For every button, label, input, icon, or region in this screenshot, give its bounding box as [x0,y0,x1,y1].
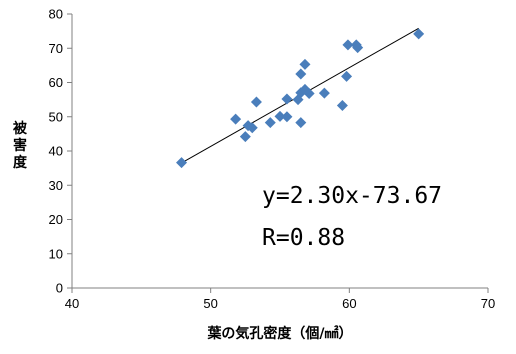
data-point [318,87,330,99]
y-axis-title-char: 被 [13,120,28,137]
y-axis-ticks: 0 10 20 30 40 50 60 70 80 [49,7,72,296]
data-point [239,131,251,143]
y-tick-label: 70 [49,41,63,56]
x-tick-label: 50 [203,296,217,311]
y-tick-label: 20 [49,212,63,227]
data-point [299,58,311,70]
data-point [176,157,188,169]
x-tick-label: 60 [342,296,356,311]
y-axis-title: 被害度 [13,120,28,171]
data-point [413,28,425,40]
data-point [246,122,258,134]
y-axis-title-char: 害 [13,137,27,154]
data-point [303,87,315,99]
y-tick-label: 0 [56,281,63,296]
data-point [341,70,353,82]
y-axis-title-char: 度 [13,154,28,171]
data-point [281,93,293,105]
data-point [230,113,242,125]
y-tick-label: 50 [49,109,63,124]
x-axis-title: 葉の気孔密度（個/㎟） [206,325,352,342]
x-tick-label: 70 [481,296,495,311]
y-tick-label: 80 [49,7,63,22]
data-point [281,111,293,123]
data-point [274,110,286,122]
data-point [295,68,307,80]
correlation-coefficient: R=0.88 [262,225,345,251]
data-point [295,117,307,129]
regression-equation: y=2.30x-73.67 [262,183,442,209]
y-tick-label: 60 [49,75,63,90]
data-point [264,117,276,129]
x-tick-label: 40 [65,296,79,311]
x-axis-ticks: 40 50 60 70 [65,288,495,311]
y-tick-label: 10 [49,246,63,261]
y-tick-label: 30 [49,178,63,193]
y-tick-label: 40 [49,144,63,159]
data-points [176,28,425,169]
data-point [342,39,354,51]
data-point [352,42,364,54]
data-point [250,96,262,108]
data-point [336,99,348,111]
